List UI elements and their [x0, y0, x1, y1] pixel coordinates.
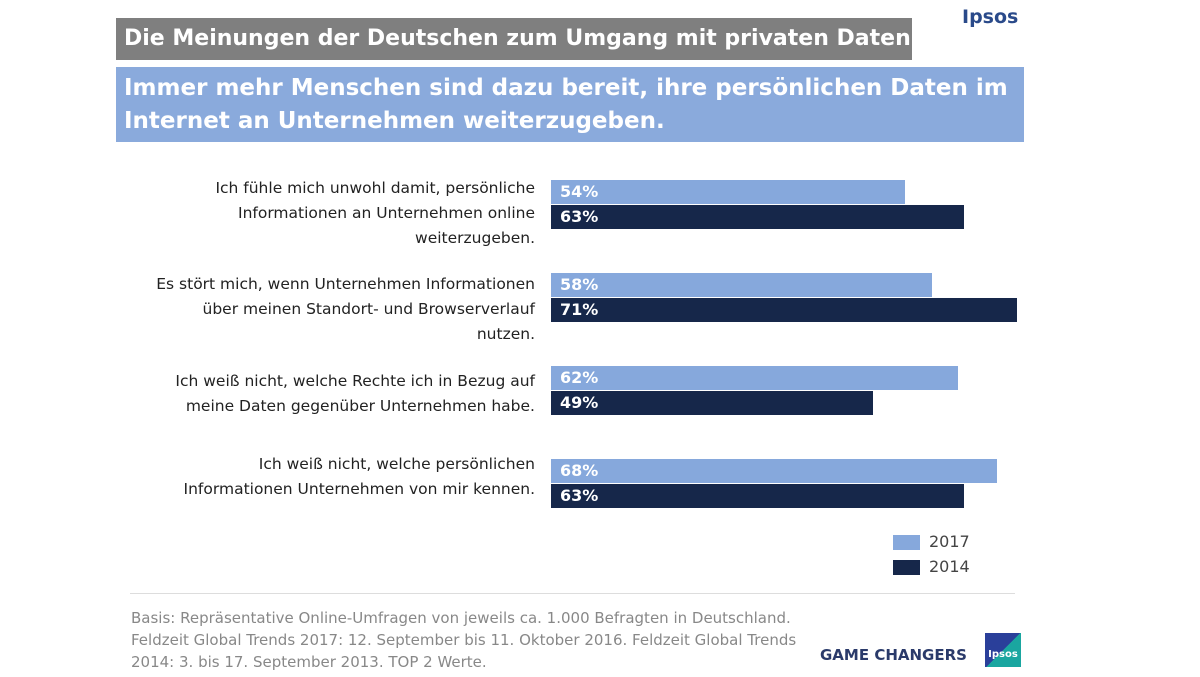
- bar-2017: 54%: [551, 180, 906, 204]
- legend-swatch-2014: [893, 560, 920, 575]
- bar-2017: 68%: [551, 459, 998, 483]
- divider: [130, 593, 1015, 594]
- data-label: 68%: [560, 461, 599, 480]
- category-label: Es stört mich, wenn Unternehmen Informat…: [156, 275, 535, 343]
- bar-2017: 58%: [551, 273, 932, 297]
- bar-2017: 62%: [551, 366, 958, 390]
- bar-2014: 63%: [551, 204, 965, 229]
- category-label: Ich weiß nicht, welche Rechte ich in Bez…: [175, 372, 535, 415]
- basis-note: Basis: Repräsentative Online-Umfragen vo…: [131, 609, 797, 671]
- legend-label-2017: 2017: [929, 532, 970, 551]
- ipsos-brand: Ipsos: [962, 6, 1019, 28]
- ipsos-logo: Ipsos: [985, 633, 1021, 667]
- page-subtitle: Immer mehr Menschen sind dazu bereit, ih…: [116, 67, 1024, 142]
- bar-2014: 63%: [551, 483, 965, 508]
- page-title: Die Meinungen der Deutschen zum Umgang m…: [116, 18, 912, 60]
- data-label: 63%: [560, 206, 599, 226]
- data-label: 71%: [560, 299, 599, 319]
- game-changers-tagline: GAME CHANGERS: [820, 646, 967, 664]
- category-label: Ich fühle mich unwohl damit, persönliche…: [215, 179, 535, 247]
- logo-text: Ipsos: [988, 649, 1018, 660]
- data-label: 63%: [560, 485, 599, 505]
- data-label: 49%: [560, 392, 599, 412]
- data-label: 58%: [560, 275, 599, 294]
- category-label: Ich weiß nicht, welche persönlichen Info…: [183, 455, 535, 498]
- bar-2014: 71%: [551, 297, 1017, 322]
- data-label: 62%: [560, 368, 599, 387]
- legend-swatch-2017: [893, 535, 920, 550]
- legend-label-2014: 2014: [929, 557, 970, 576]
- bar-2014: 49%: [551, 390, 873, 415]
- data-label: 54%: [560, 182, 599, 201]
